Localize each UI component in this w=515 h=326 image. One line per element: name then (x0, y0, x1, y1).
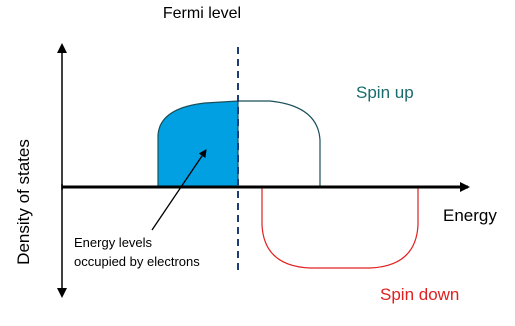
annotation-arrow (151, 149, 207, 231)
energy-label: Energy (443, 206, 497, 225)
dos-label: Density of states (14, 139, 33, 265)
spin-up-band (238, 100, 321, 187)
annotation-line: Energy levels (74, 235, 153, 250)
spin-down-label: Spin down (380, 285, 459, 304)
spin-up-label: Spin up (356, 83, 414, 102)
annotation-line: occupied by electrons (74, 254, 200, 269)
spin-down-band (261, 187, 419, 269)
fermi-level-label: Fermi level (163, 5, 241, 22)
occupied-region (157, 100, 239, 188)
